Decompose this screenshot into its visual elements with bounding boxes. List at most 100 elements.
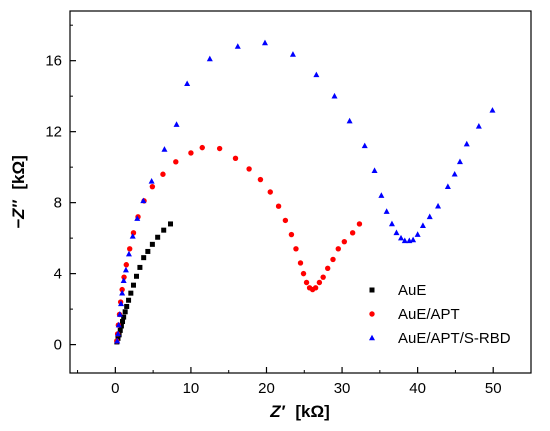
legend-marker bbox=[369, 287, 375, 293]
aue-apt-s-rbd-point bbox=[414, 231, 421, 237]
aue-apt-s-rbd-point bbox=[173, 121, 180, 127]
legend-marker bbox=[369, 311, 375, 317]
aue-apt-s-rbd-point bbox=[361, 142, 368, 149]
aue-apt-s-rbd-point bbox=[119, 289, 126, 296]
aue-apt-s-rbd-point bbox=[122, 266, 129, 273]
x-tick-label: 10 bbox=[183, 380, 200, 397]
aue-apt-s-rbd-point bbox=[289, 51, 296, 57]
aue-apt-s-rbd-point bbox=[148, 178, 155, 184]
aue-apt-point bbox=[335, 246, 341, 252]
aue-apt-point bbox=[293, 246, 299, 252]
aue-apt-point bbox=[312, 285, 319, 291]
aue-apt-point bbox=[320, 274, 326, 280]
aue-apt-point bbox=[232, 155, 239, 161]
aue-apt-point bbox=[121, 274, 127, 280]
x-tick-label: 0 bbox=[111, 380, 119, 397]
aue-apt-s-rbd-point bbox=[120, 277, 127, 284]
aue-apt-s-rbd-point bbox=[475, 123, 482, 129]
y-tick-label: 16 bbox=[45, 53, 62, 70]
aue-apt-s-rbd-point bbox=[116, 311, 123, 317]
aue-point bbox=[145, 248, 151, 254]
aue-apt-s-rbd-point bbox=[419, 222, 426, 229]
aue-apt-s-rbd-point bbox=[456, 158, 463, 165]
aue-apt-s-rbd-point bbox=[371, 167, 378, 174]
aue-apt-s-rbd-point bbox=[161, 146, 168, 152]
aue-apt-s-rbd-point bbox=[489, 107, 496, 113]
x-tick-label: 40 bbox=[409, 380, 426, 397]
aue-apt-s-rbd-point bbox=[398, 234, 405, 241]
aue-apt-s-rbd-point bbox=[261, 39, 268, 46]
aue-apt-point bbox=[127, 246, 133, 252]
aue-apt-s-rbd-point bbox=[118, 300, 125, 307]
aue-apt-s-rbd-point bbox=[234, 43, 241, 49]
x-axis-unit: [kΩ] bbox=[295, 402, 329, 421]
aue-apt-s-rbd-point bbox=[129, 233, 136, 239]
y-tick-label: 12 bbox=[45, 124, 62, 141]
aue-apt-point bbox=[123, 262, 130, 268]
aue-apt-s-rbd-point bbox=[184, 80, 191, 87]
aue-apt-s-rbd-point bbox=[463, 140, 470, 147]
aue-apt-point bbox=[303, 279, 310, 286]
aue-apt-s-rbd-point bbox=[313, 71, 320, 78]
aue-apt-point bbox=[288, 231, 295, 238]
aue-apt-s-rbd-point bbox=[435, 202, 442, 209]
aue-apt-point bbox=[341, 238, 348, 245]
aue-point bbox=[122, 309, 128, 315]
aue-point bbox=[141, 255, 147, 261]
aue-apt-s-rbd-point bbox=[401, 237, 408, 244]
aue-point bbox=[118, 323, 124, 329]
x-tick-label: 20 bbox=[258, 380, 275, 397]
aue-apt-point bbox=[316, 279, 323, 286]
y-tick-label: 0 bbox=[54, 337, 62, 354]
aue-apt-point bbox=[325, 265, 331, 272]
aue-apt-point bbox=[246, 166, 252, 172]
aue-apt-point bbox=[199, 144, 205, 151]
aue-apt-point bbox=[267, 189, 273, 195]
aue-apt-point bbox=[300, 270, 307, 277]
x-axis-variable: Z′ bbox=[269, 402, 285, 421]
aue-point bbox=[115, 335, 121, 341]
legend-marker bbox=[369, 334, 375, 341]
plot-frame bbox=[69, 10, 532, 374]
aue-apt-point bbox=[130, 230, 137, 236]
aue-point bbox=[117, 327, 123, 333]
aue-apt-point bbox=[275, 203, 282, 209]
aue-point bbox=[155, 234, 161, 240]
aue-apt-point bbox=[160, 171, 166, 177]
aue-apt-s-rbd-point bbox=[451, 170, 458, 177]
aue-point bbox=[149, 241, 155, 247]
aue-point bbox=[137, 264, 143, 270]
y-tick-label: 4 bbox=[54, 266, 62, 283]
legend-label: AuE bbox=[398, 282, 426, 299]
aue-point bbox=[120, 319, 126, 325]
aue-apt-s-rbd-point bbox=[125, 250, 132, 257]
aue-apt-point bbox=[257, 176, 264, 183]
aue-apt-s-rbd-point bbox=[140, 197, 147, 204]
aue-apt-s-rbd-point bbox=[410, 236, 417, 243]
aue-point bbox=[134, 273, 140, 279]
aue-point bbox=[128, 290, 134, 296]
x-tick-label: 50 bbox=[485, 380, 502, 397]
aue-apt-s-rbd-point bbox=[378, 192, 385, 198]
aue-apt-point bbox=[330, 256, 336, 263]
aue-point bbox=[126, 297, 132, 303]
aue-point bbox=[130, 282, 136, 288]
aue-apt-s-rbd-point bbox=[331, 92, 338, 99]
x-axis-ticks: 0 10 20 30 40 50 bbox=[77, 367, 532, 397]
aue-apt-s-rbd-point bbox=[346, 117, 353, 124]
aue-apt-s-rbd-point bbox=[114, 337, 121, 344]
aue-apt-s-rbd-point bbox=[426, 213, 433, 220]
data-points bbox=[114, 39, 496, 345]
aue-apt-point bbox=[349, 230, 356, 236]
aue-apt-point bbox=[282, 217, 289, 224]
y-axis-variable: −Z″ bbox=[9, 200, 28, 229]
aue-point bbox=[168, 221, 174, 227]
aue-apt-s-rbd-point bbox=[444, 183, 451, 189]
aue-apt-point bbox=[216, 145, 223, 152]
x-tick-label: 30 bbox=[334, 380, 351, 397]
legend-label: AuE/APT/S-RBD bbox=[398, 330, 511, 347]
aue-apt-s-rbd-point bbox=[134, 215, 141, 221]
aue-apt-s-rbd-point bbox=[114, 330, 121, 337]
y-axis-unit: [kΩ] bbox=[9, 155, 28, 189]
